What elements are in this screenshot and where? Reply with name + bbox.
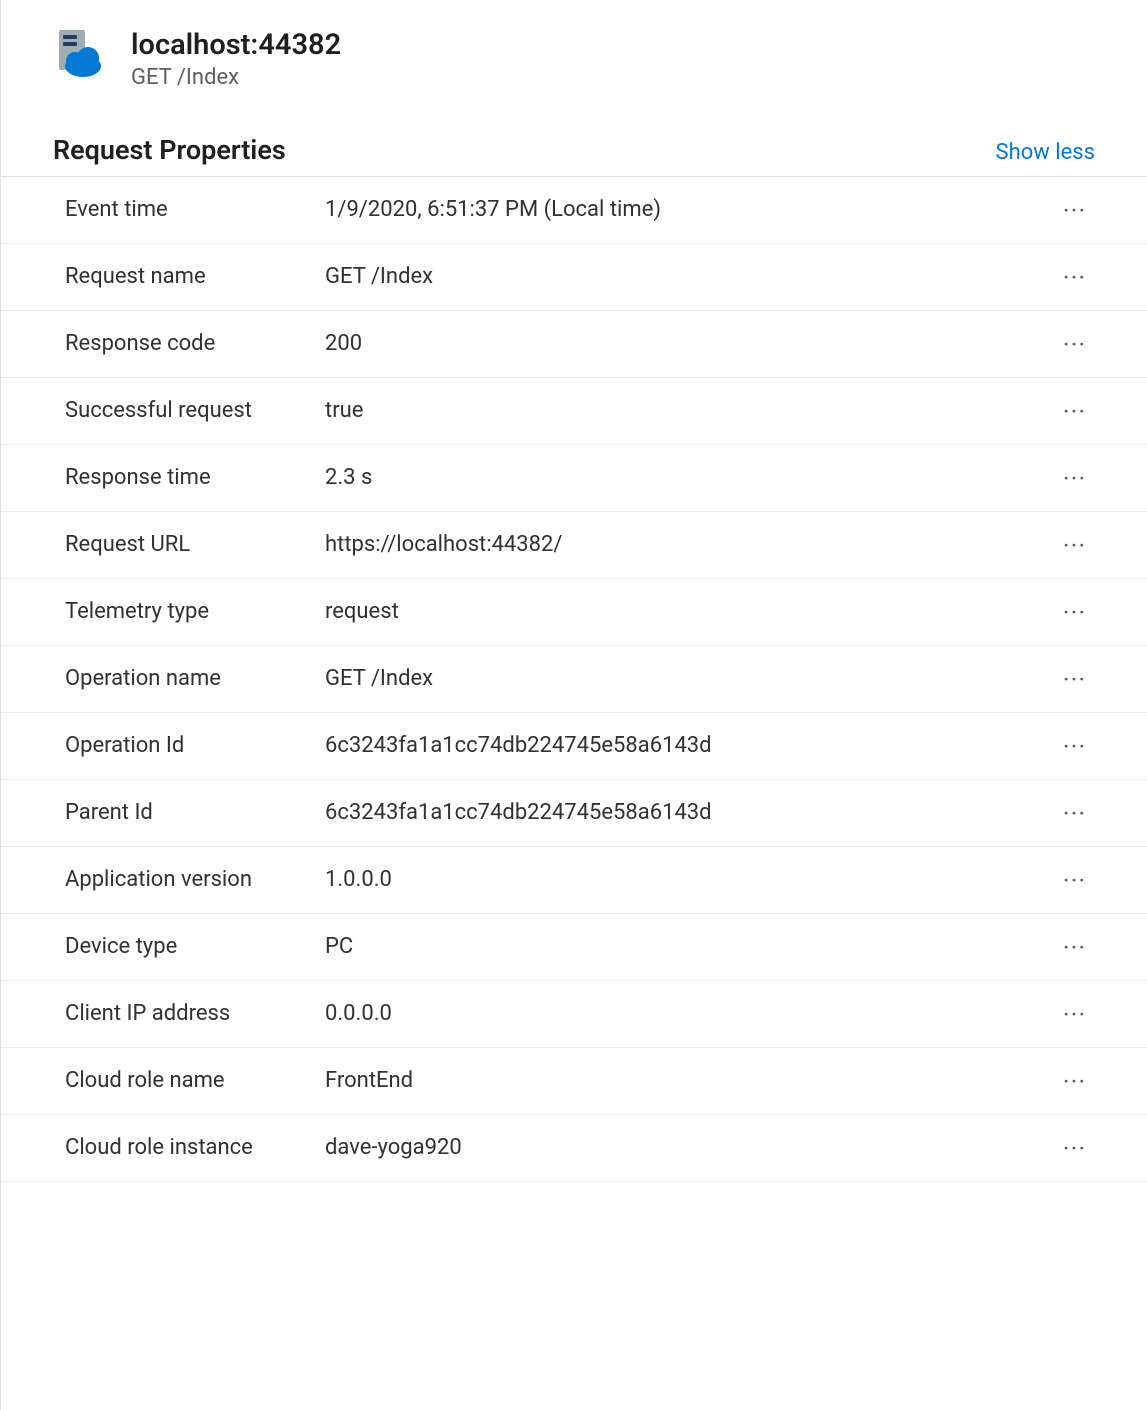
request-properties-panel: localhost:44382 GET /Index Request Prope…	[0, 0, 1147, 1410]
property-row: Parent Id6c3243fa1a1cc74db224745e58a6143…	[1, 780, 1147, 847]
header-title: localhost:44382	[131, 28, 341, 63]
property-row: Request nameGET /Index···	[1, 244, 1147, 311]
property-row: Operation Id6c3243fa1a1cc74db224745e58a6…	[1, 713, 1147, 780]
property-value: FrontEnd	[325, 1068, 1055, 1093]
property-row: Request URLhttps://localhost:44382/···	[1, 512, 1147, 579]
section-title: Request Properties	[53, 134, 286, 166]
row-actions-button[interactable]: ···	[1055, 332, 1095, 356]
property-label: Request name	[65, 264, 325, 289]
property-value: 6c3243fa1a1cc74db224745e58a6143d	[325, 733, 1055, 758]
request-icon	[53, 28, 103, 78]
property-label: Request URL	[65, 532, 325, 557]
row-actions-button[interactable]: ···	[1055, 1069, 1095, 1093]
property-value: 6c3243fa1a1cc74db224745e58a6143d	[325, 800, 1055, 825]
property-row: Cloud role nameFrontEnd···	[1, 1048, 1147, 1115]
property-label: Client IP address	[65, 1001, 325, 1026]
section-bar: Request Properties Show less	[1, 108, 1147, 177]
property-label: Parent Id	[65, 800, 325, 825]
property-value: 0.0.0.0	[325, 1001, 1055, 1026]
row-actions-button[interactable]: ···	[1055, 935, 1095, 959]
row-actions-button[interactable]: ···	[1055, 399, 1095, 423]
property-row: Response code200···	[1, 311, 1147, 378]
header-subtitle: GET /Index	[131, 65, 341, 90]
property-value: dave-yoga920	[325, 1135, 1055, 1160]
row-actions-button[interactable]: ···	[1055, 868, 1095, 892]
property-label: Operation name	[65, 666, 325, 691]
header-text: localhost:44382 GET /Index	[131, 28, 341, 90]
property-label: Response code	[65, 331, 325, 356]
property-row: Application version1.0.0.0···	[1, 847, 1147, 914]
property-row: Response time2.3 s···	[1, 445, 1147, 512]
property-row: Telemetry typerequest···	[1, 579, 1147, 646]
property-value: GET /Index	[325, 666, 1055, 691]
property-value: PC	[325, 934, 1055, 959]
property-value: 200	[325, 331, 1055, 356]
property-label: Cloud role instance	[65, 1135, 325, 1160]
property-value: 1/9/2020, 6:51:37 PM (Local time)	[325, 197, 1055, 222]
row-actions-button[interactable]: ···	[1055, 533, 1095, 557]
row-actions-button[interactable]: ···	[1055, 265, 1095, 289]
row-actions-button[interactable]: ···	[1055, 1002, 1095, 1026]
property-label: Operation Id	[65, 733, 325, 758]
property-row: Client IP address0.0.0.0···	[1, 981, 1147, 1048]
property-label: Telemetry type	[65, 599, 325, 624]
property-value: 1.0.0.0	[325, 867, 1055, 892]
row-actions-button[interactable]: ···	[1055, 600, 1095, 624]
row-actions-button[interactable]: ···	[1055, 198, 1095, 222]
property-label: Device type	[65, 934, 325, 959]
property-row: Event time1/9/2020, 6:51:37 PM (Local ti…	[1, 177, 1147, 244]
property-value: 2.3 s	[325, 465, 1055, 490]
toggle-show-less[interactable]: Show less	[996, 140, 1095, 165]
property-value: GET /Index	[325, 264, 1055, 289]
property-row: Cloud role instancedave-yoga920···	[1, 1115, 1147, 1182]
property-row: Operation nameGET /Index···	[1, 646, 1147, 713]
property-value: https://localhost:44382/	[325, 532, 1055, 557]
properties-list: Event time1/9/2020, 6:51:37 PM (Local ti…	[1, 177, 1147, 1182]
property-label: Cloud role name	[65, 1068, 325, 1093]
property-label: Event time	[65, 197, 325, 222]
row-actions-button[interactable]: ···	[1055, 734, 1095, 758]
property-row: Device typePC···	[1, 914, 1147, 981]
property-value: true	[325, 398, 1055, 423]
property-label: Response time	[65, 465, 325, 490]
row-actions-button[interactable]: ···	[1055, 801, 1095, 825]
property-label: Successful request	[65, 398, 325, 423]
property-value: request	[325, 599, 1055, 624]
panel-header: localhost:44382 GET /Index	[1, 28, 1147, 108]
property-label: Application version	[65, 867, 325, 892]
row-actions-button[interactable]: ···	[1055, 466, 1095, 490]
row-actions-button[interactable]: ···	[1055, 1136, 1095, 1160]
row-actions-button[interactable]: ···	[1055, 667, 1095, 691]
property-row: Successful requesttrue···	[1, 378, 1147, 445]
